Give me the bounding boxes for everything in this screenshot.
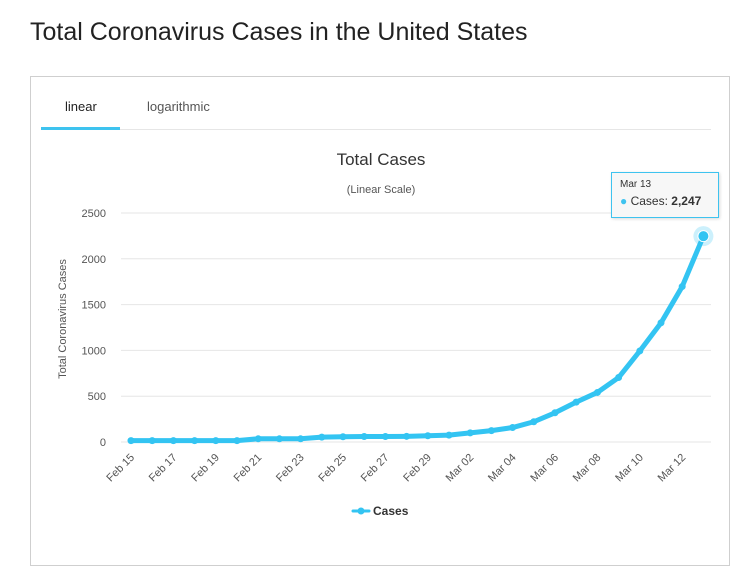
data-point[interactable] (169, 437, 177, 445)
tooltip-series-label: Cases: (630, 194, 668, 208)
line-chart: Total Cases (Linear Scale) Total Coronav… (57, 150, 714, 518)
data-point[interactable] (318, 433, 326, 441)
highlighted-data-point[interactable] (697, 230, 710, 243)
y-axis-title: Total Coronavirus Cases (57, 259, 69, 379)
data-point[interactable] (678, 283, 686, 291)
x-tick-label: Mar 04 (486, 452, 519, 485)
chart-subtitle: (Linear Scale) (347, 184, 415, 196)
data-point[interactable] (466, 429, 474, 437)
data-point[interactable] (530, 418, 538, 426)
data-point[interactable] (127, 437, 135, 445)
data-point[interactable] (148, 437, 156, 445)
x-tick-label: Mar 12 (656, 452, 689, 485)
chart-container: linear logarithmic Total Cases (Linear S… (30, 76, 730, 566)
page-title: Total Coronavirus Cases in the United St… (30, 18, 528, 46)
x-tick-label: Feb 27 (359, 452, 392, 485)
x-tick-label: Feb 17 (147, 452, 180, 485)
x-tick-label: Feb 21 (232, 452, 265, 485)
data-point[interactable] (191, 437, 199, 445)
x-tick-label: Mar 10 (613, 452, 646, 485)
x-tick-label: Feb 19 (189, 452, 222, 485)
data-point[interactable] (636, 347, 644, 355)
y-tick-label: 500 (88, 391, 106, 403)
legend-item-cases[interactable]: Cases (373, 504, 409, 518)
x-tick-label: Mar 02 (444, 452, 477, 485)
x-tick-label: Mar 08 (571, 452, 604, 485)
y-tick-label: 1500 (82, 300, 106, 312)
data-point[interactable] (657, 319, 665, 327)
y-tick-label: 2500 (82, 208, 106, 220)
data-tooltip: Mar 13 ● Cases: 2,247 (611, 172, 719, 218)
active-tab-indicator (41, 127, 120, 130)
chart-title: Total Cases (337, 150, 426, 169)
data-point[interactable] (339, 433, 347, 441)
data-point[interactable] (360, 433, 368, 441)
legend-swatch-marker (357, 507, 365, 515)
data-point[interactable] (254, 435, 262, 443)
x-tick-label: Mar 06 (528, 452, 561, 485)
tab-linear[interactable]: linear (65, 99, 97, 114)
data-point[interactable] (615, 374, 623, 382)
scale-tabs: linear logarithmic (41, 95, 711, 130)
tooltip-value: 2,247 (671, 194, 702, 208)
data-point[interactable] (212, 437, 220, 445)
data-point[interactable] (233, 437, 241, 445)
data-point[interactable] (509, 424, 517, 432)
y-tick-label: 0 (100, 437, 106, 449)
data-point[interactable] (487, 427, 495, 435)
data-point[interactable] (381, 433, 389, 441)
data-point[interactable] (551, 409, 559, 417)
y-tick-label: 1000 (82, 345, 106, 357)
legend[interactable]: Cases (351, 504, 409, 518)
data-point[interactable] (424, 432, 432, 440)
x-tick-label: Feb 25 (316, 452, 349, 485)
x-tick-label: Feb 15 (104, 452, 137, 485)
x-tick-label: Feb 23 (274, 452, 307, 485)
data-point[interactable] (572, 398, 580, 406)
data-point[interactable] (403, 432, 411, 440)
tooltip-date: Mar 13 (620, 179, 652, 190)
data-point[interactable] (593, 388, 601, 396)
tab-logarithmic[interactable]: logarithmic (147, 99, 210, 114)
data-point[interactable] (275, 435, 283, 443)
series-line-cases (128, 233, 706, 444)
tooltip-series-dot-icon: ● (620, 194, 628, 208)
x-tick-label: Feb 29 (401, 452, 434, 485)
data-point[interactable] (445, 431, 453, 439)
data-point[interactable] (297, 435, 305, 443)
y-tick-label: 2000 (82, 254, 106, 266)
